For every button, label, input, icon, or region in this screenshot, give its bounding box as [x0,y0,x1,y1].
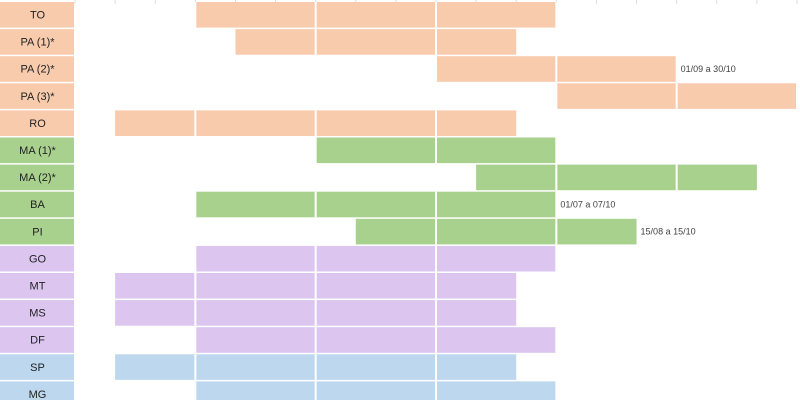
row-label: GO [29,253,47,265]
row-label: MT [30,280,46,292]
annotation: 15/08 a 15/10 [641,227,696,237]
row-label-cell [0,56,74,82]
row-label: MG [29,389,47,400]
row-label-cell [0,381,74,400]
bar [195,327,557,353]
row-label: PA (1)* [20,37,55,49]
bar [476,164,757,191]
annotation: 01/07 a 07/10 [560,200,615,210]
bar [195,245,557,272]
bar [195,191,557,218]
row-label: PA (3)* [20,91,55,103]
row-label: TO [30,9,46,21]
row-label: MA (1)* [19,145,56,157]
annotation: 01/09 a 30/10 [681,64,736,74]
row-label-cell [0,191,74,218]
row-label-cell [0,245,74,272]
bar [355,218,637,245]
row-label-cell [0,137,74,164]
row-label-cell [0,110,74,136]
row-label-cell [0,29,74,55]
bar [195,2,557,28]
row-label: DF [30,335,45,347]
row-label-cell [0,2,74,28]
bar [195,381,557,400]
row-label-cell [0,218,74,245]
row-label-cell [0,273,74,299]
row-label-cell [0,83,74,109]
row-label-cell [0,164,74,191]
row-label: PI [32,226,42,238]
row-label-cell [0,327,74,353]
row-label-cell [0,354,74,380]
bar [235,29,517,55]
row-label: PA (2)* [20,64,55,76]
row-label: MA (2)* [19,172,56,184]
row-label: BA [30,199,45,211]
row-label: RO [29,118,46,130]
row-label: MS [29,308,46,320]
row-label-cell [0,300,74,326]
row-label: SP [30,362,45,374]
